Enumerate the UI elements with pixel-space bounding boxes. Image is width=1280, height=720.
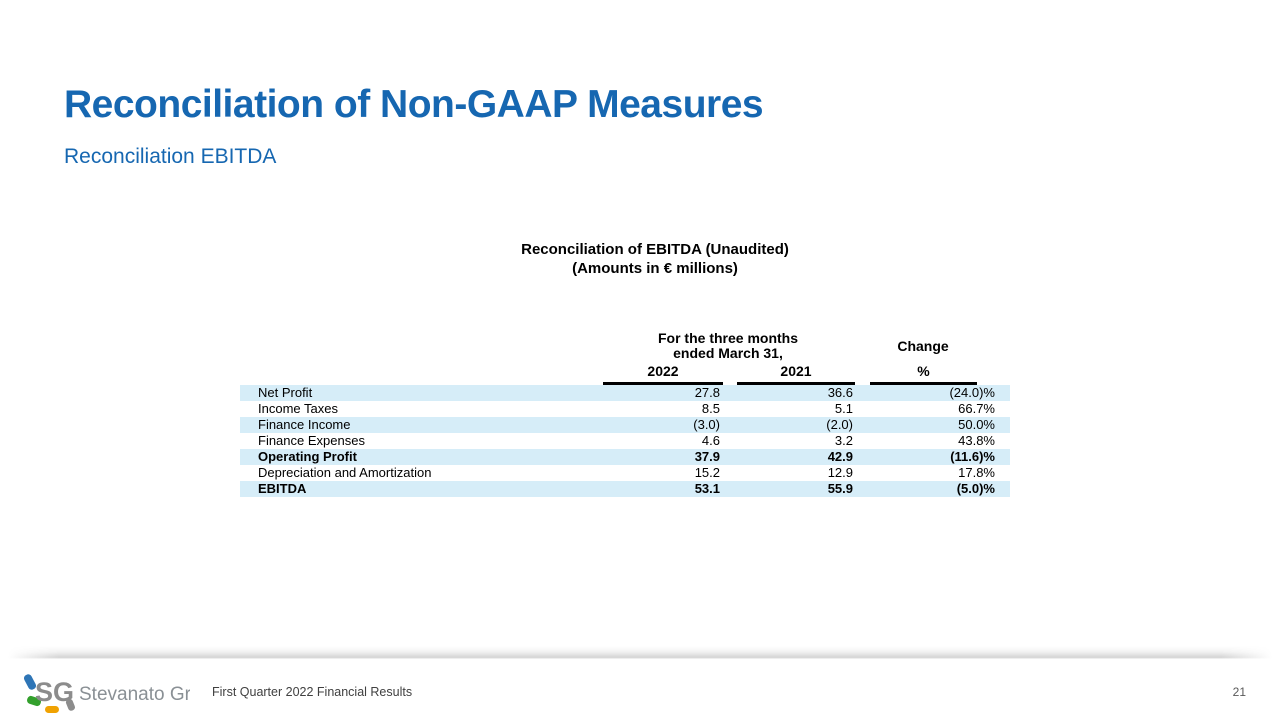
footer-report-title: First Quarter 2022 Financial Results xyxy=(212,685,413,699)
table-title-line2: (Amounts in € millions) xyxy=(572,260,738,277)
value-2022: (3.0) xyxy=(693,417,720,432)
page-title: Reconciliation of Non-GAAP Measures xyxy=(64,83,764,126)
logo-petal-blue xyxy=(23,674,37,690)
value-2022: 53.1 xyxy=(694,481,720,496)
logo-petal-orange xyxy=(45,706,59,713)
value-2021: 55.9 xyxy=(827,481,853,496)
value-2021: (2.0) xyxy=(826,417,853,432)
logo-company-text: Stevanato Group xyxy=(79,684,190,705)
table-row-operating-profit: Operating Profit 37.9 42.9 (11.6)% xyxy=(240,449,1010,465)
footer-divider-shadow xyxy=(8,646,1272,659)
row-label: Operating Profit xyxy=(258,449,357,464)
value-2022: 37.9 xyxy=(694,449,720,464)
row-label: Income Taxes xyxy=(258,401,338,416)
period-column-header: For the three months ended March 31, xyxy=(600,331,856,361)
value-2021: 3.2 xyxy=(834,433,853,448)
period-header-line2: ended March 31, xyxy=(673,345,783,361)
value-change: (5.0)% xyxy=(956,481,995,496)
value-change: 17.8% xyxy=(958,465,995,480)
logo-mark-text: SG xyxy=(35,677,74,707)
stevanato-group-logo-icon: SG Stevanato Group xyxy=(23,674,223,713)
table-row-finance-expenses: Finance Expenses 4.6 3.2 43.8% xyxy=(240,433,1010,449)
page-number: 21 xyxy=(1232,685,1246,699)
column-header-percent: % xyxy=(870,364,977,385)
value-2021: 42.9 xyxy=(827,449,853,464)
value-2022: 4.6 xyxy=(701,433,720,448)
row-label: Finance Income xyxy=(258,417,351,432)
table-row-ebitda: EBITDA 53.1 55.9 (5.0)% xyxy=(240,481,1010,497)
stevanato-group-logo: SG Stevanato Group xyxy=(20,666,223,720)
value-2021: 36.6 xyxy=(827,385,853,400)
logo-petal-gray xyxy=(65,698,75,711)
value-2021: 5.1 xyxy=(834,401,853,416)
page-subtitle: Reconciliation EBITDA xyxy=(64,145,277,168)
value-2022: 27.8 xyxy=(694,385,720,400)
table-title-line1: Reconciliation of EBITDA (Unaudited) xyxy=(521,241,789,258)
value-change: 43.8% xyxy=(958,433,995,448)
value-2022: 15.2 xyxy=(694,465,720,480)
row-label: Finance Expenses xyxy=(258,433,365,448)
column-header-2021: 2021 xyxy=(737,364,855,385)
logo-petal-green xyxy=(27,695,41,707)
row-label: Depreciation and Amortization xyxy=(258,465,432,480)
row-label: Net Profit xyxy=(258,385,313,400)
value-2021: 12.9 xyxy=(827,465,853,480)
period-header-line1: For the three months xyxy=(657,330,798,346)
table-row-finance-income: Finance Income (3.0) (2.0) 50.0% xyxy=(240,417,1010,433)
value-change: 66.7% xyxy=(958,401,995,416)
table-body: Net Profit 27.8 36.6 (24.0)% Income Taxe… xyxy=(240,385,1010,497)
value-change: (24.0)% xyxy=(949,385,995,400)
table-row-income-taxes: Income Taxes 8.5 5.1 66.7% xyxy=(240,401,1010,417)
value-2022: 8.5 xyxy=(701,401,720,416)
change-column-header: Change xyxy=(897,338,949,354)
table-row-net-profit: Net Profit 27.8 36.6 (24.0)% xyxy=(240,385,1010,401)
column-header-2022: 2022 xyxy=(603,364,723,385)
table-title: Reconciliation of EBITDA (Unaudited) (Am… xyxy=(355,240,955,278)
value-change: (11.6)% xyxy=(950,449,995,464)
row-label: EBITDA xyxy=(258,481,307,496)
table-row-depreciation-amortization: Depreciation and Amortization 15.2 12.9 … xyxy=(240,465,1010,481)
value-change: 50.0% xyxy=(958,417,995,432)
